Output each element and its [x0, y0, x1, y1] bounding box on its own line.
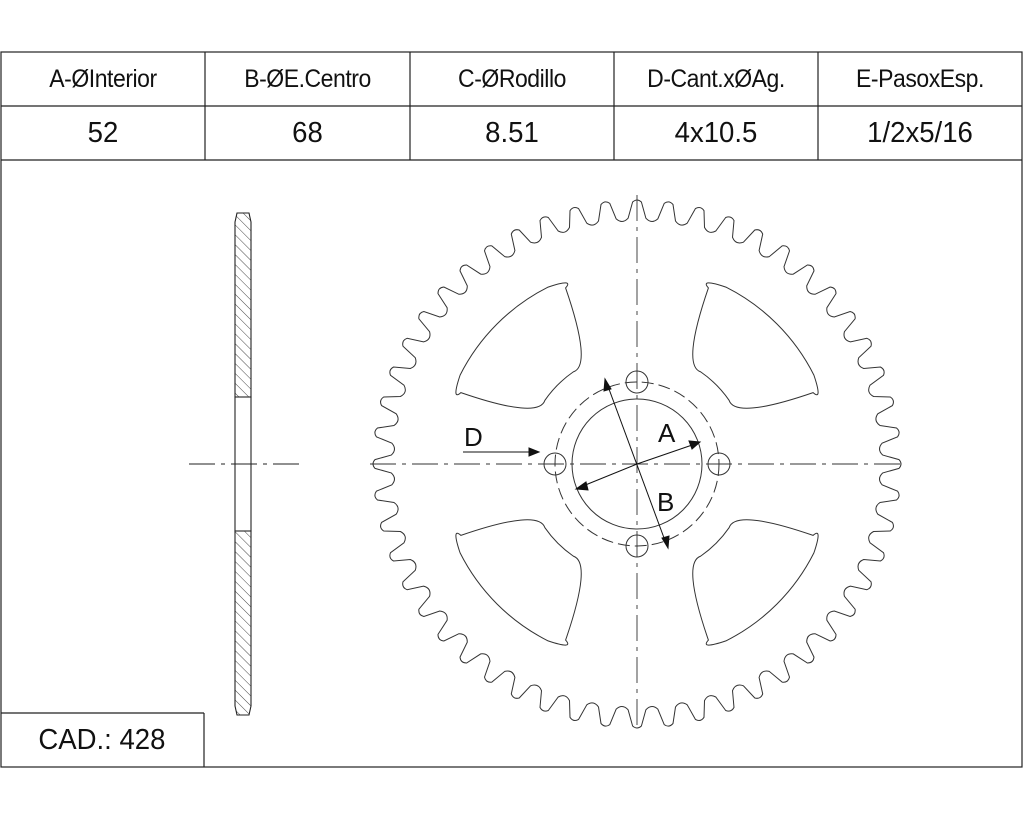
spoke-cutout [455, 282, 582, 409]
dimensions: A B D [463, 377, 702, 550]
dimension-b-arrowhead-top [603, 377, 612, 392]
sprocket-teeth-outline [372, 199, 902, 729]
header-interior-diameter: A-ØInterior [49, 65, 157, 93]
dimension-a-arrowhead [688, 440, 702, 450]
dimension-b-arrowhead-bottom [661, 535, 670, 550]
spoke-cutout [692, 519, 819, 646]
spoke-cutout [455, 519, 582, 646]
dimension-bore-arrowhead [574, 481, 589, 491]
side-section-view [189, 212, 303, 716]
value-interior-diameter: 52 [87, 116, 119, 149]
dimension-d-label: D [464, 422, 483, 452]
header-hole-count-diameter: D-Cant.xØAg. [647, 65, 785, 93]
side-section-lower [234, 530, 252, 716]
value-roller-diameter: 8.51 [485, 116, 539, 149]
dimension-b-label: B [657, 487, 674, 517]
value-center-distance: 68 [292, 116, 323, 149]
spoke-cutout [692, 282, 819, 409]
side-section-upper [234, 212, 252, 398]
header-roller-diameter: C-ØRodillo [458, 65, 566, 93]
header-pitch-thickness: E-PasoxEsp. [856, 65, 984, 93]
dimension-a-label: A [658, 418, 676, 448]
cad-label: CAD.: 428 [0, 713, 204, 767]
dimension-d-arrowhead [528, 447, 541, 457]
header-center-distance: B-ØE.Centro [244, 65, 371, 93]
cad-label-text: CAD.: 428 [38, 723, 166, 756]
value-hole-count-diameter: 4x10.5 [674, 116, 758, 149]
value-pitch-thickness: 1/2x5/16 [867, 116, 973, 149]
dimension-a-line [636, 442, 699, 465]
dimension-b-line [605, 380, 668, 547]
dimension-bore-line [577, 463, 638, 489]
front-view [370, 195, 906, 730]
